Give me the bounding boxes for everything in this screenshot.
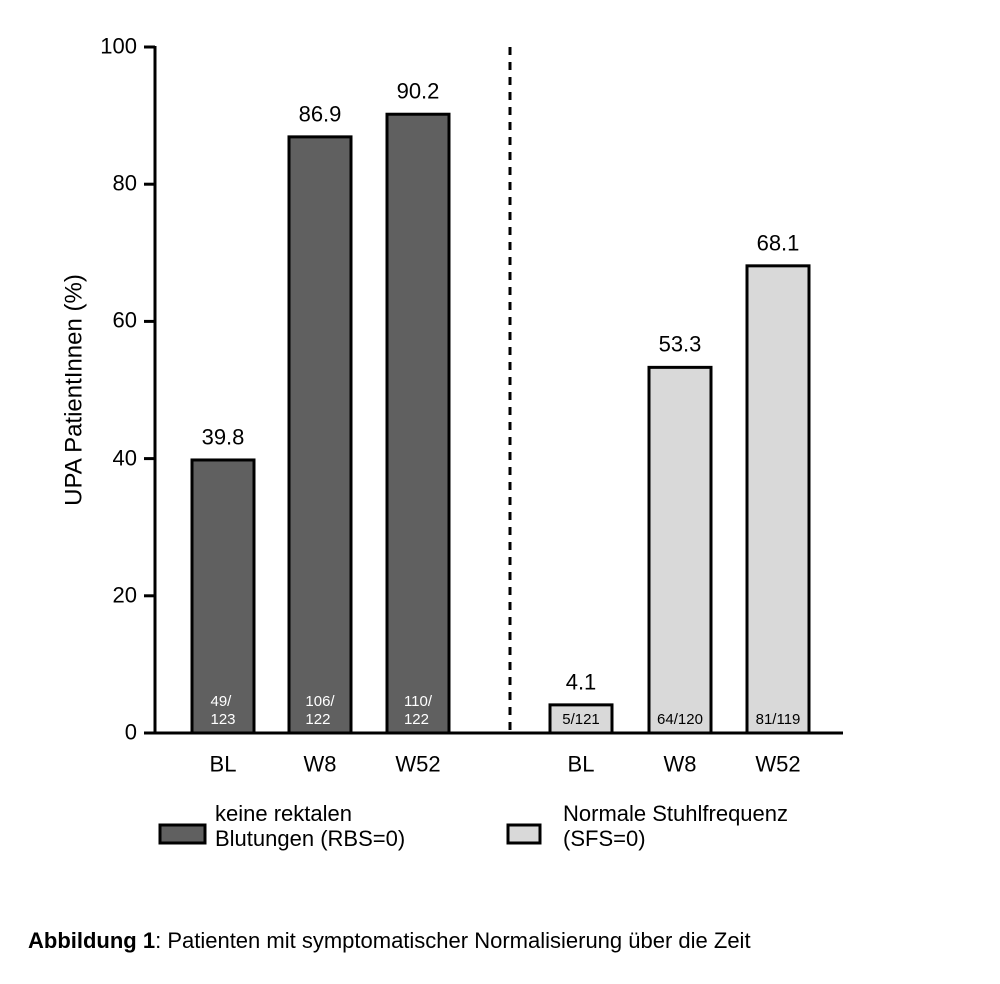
x-tick-label: BL <box>567 751 595 777</box>
legend-swatch <box>506 823 542 845</box>
legend-label: keine rektalen Blutungen (RBS=0) <box>215 801 406 851</box>
count-label: 49/ 123 <box>210 693 236 728</box>
x-tick-label: W8 <box>663 751 697 777</box>
caption: Abbildung 1: Patienten mit symptomatisch… <box>28 928 751 954</box>
y-tick-label: 40 <box>112 445 137 471</box>
value-label: 53.3 <box>658 332 702 358</box>
value-label: 90.2 <box>396 78 440 104</box>
bar <box>385 112 451 735</box>
bar <box>548 703 614 735</box>
x-tick-label: W8 <box>303 751 337 777</box>
value-label: 86.9 <box>298 101 342 127</box>
count-label: 64/120 <box>657 711 703 728</box>
count-label: 81/119 <box>755 711 801 728</box>
legend-label: Normale Stuhlfrequenz (SFS=0) <box>563 801 789 851</box>
bar <box>745 264 811 735</box>
caption-text: : Patienten mit symptomatischer Normalis… <box>155 928 751 953</box>
y-tick-label: 60 <box>112 308 137 334</box>
count-label: 5/121 <box>562 711 600 728</box>
caption-label: Abbildung 1 <box>28 928 156 953</box>
bar <box>647 365 713 735</box>
count-label: 106/ 122 <box>305 693 335 728</box>
y-tick-label: 80 <box>112 170 137 196</box>
y-tick-label: 0 <box>124 719 137 745</box>
value-label: 4.1 <box>565 669 597 695</box>
y-tick-label: 20 <box>112 582 137 608</box>
count-label: 110/ 122 <box>403 693 433 728</box>
x-tick-label: W52 <box>395 751 441 777</box>
value-label: 68.1 <box>756 230 800 256</box>
x-tick-label: W52 <box>755 751 801 777</box>
y-tick-label: 100 <box>100 33 137 59</box>
value-label: 39.8 <box>201 424 245 450</box>
bar <box>287 135 353 735</box>
y-axis-label: UPA PatientInnen (%) <box>60 274 88 506</box>
bar <box>190 458 256 735</box>
legend-swatch <box>158 823 207 845</box>
x-tick-label: BL <box>209 751 237 777</box>
